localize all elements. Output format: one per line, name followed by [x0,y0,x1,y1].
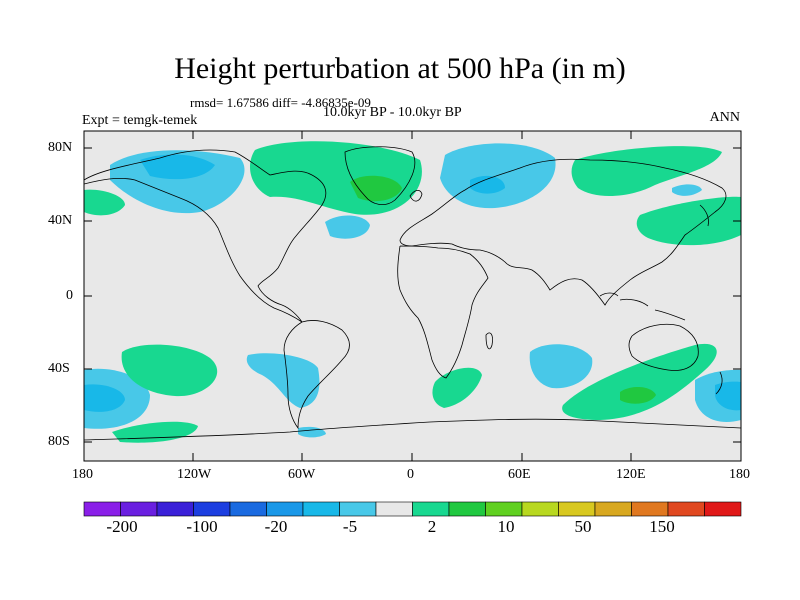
colorbar-label: -200 [106,517,138,536]
lon-label: 180 [72,467,93,482]
colorbar-label: -20 [264,517,288,536]
coast-europe-asia [399,158,727,306]
lat-label: 80S [48,434,70,449]
lon-label: 0 [407,467,414,482]
colorbar-label: 10 [497,517,515,536]
neg-region-south-pacific-west-core [84,384,125,412]
lon-label: 120E [616,467,646,482]
coast-britain [409,190,423,202]
coast-africa [397,245,489,379]
colorbar-swatch [558,501,596,517]
neg-region-southamerica [246,353,320,408]
coast-south-america [283,320,350,430]
colorbar-swatch [229,501,267,517]
colorbar-swatch [631,501,669,517]
lat-tickmarks [84,147,741,443]
coast-north-america [84,149,327,323]
neg-region-natlantic [325,215,370,239]
colorbar-swatch [193,501,231,517]
neg-region-npacific-east [672,184,702,196]
experiment-label: Expt = temgk-temek [82,113,198,128]
period-text: 10.0kyr BP - 10.0kyr BP [323,105,462,120]
pos-region-south-pacific-low [112,421,198,443]
pos-region-pacific-northwest [84,189,125,216]
coastlines [84,146,741,441]
pos-region-south-indian-core [620,386,656,404]
lat-label: 80N [48,140,73,155]
pos-region-south-pacific [121,344,218,397]
lon-label: 60E [508,467,531,482]
colorbar-swatch [594,501,632,517]
colorbar-swatch [339,501,377,517]
neg-region-npacific-core [140,154,215,180]
neg-region-south-pacific-east-core [715,381,741,411]
pos-region-nepacific [571,146,722,196]
colorbar-label: 2 [427,517,437,536]
colorbar-swatch [412,501,450,517]
colorbar-label: 50 [574,517,592,536]
colorbar-label: -100 [186,517,218,536]
lon-tickmarks [192,131,632,461]
colorbar-swatch [302,501,340,517]
colorbar-label: -5 [342,517,358,536]
colorbar-label: 150 [649,517,675,536]
colorbar-swatch [485,501,523,517]
neg-region-south-atlantic [529,344,593,389]
pos-region-greenland-core [350,175,402,202]
anomaly-contours [84,141,741,443]
colorbar-swatch [448,501,486,517]
colorbar-swatch [375,501,413,517]
map-title: Height perturbation at 500 hPa (in m) [174,52,626,85]
stats-text: rmsd= 1.67586 diff= -4.86835e-09 [190,95,371,110]
coast-japan [699,204,709,227]
lat-label: 40N [48,213,73,228]
pos-region-japan [636,196,741,246]
colorbar-swatch [156,501,194,517]
lon-label: 180 [729,467,750,482]
pos-region-south-indian [562,343,717,420]
coast-australia [628,323,699,371]
season-label: ANN [709,110,740,125]
lat-label: 40S [48,361,70,376]
lat-label: 0 [66,288,73,303]
lon-label: 60W [288,467,316,482]
colorbar-swatch [667,501,705,517]
colorbar-swatch [83,501,121,517]
colorbar-swatch [266,501,304,517]
coast-greenland [344,146,416,206]
coast-antarctica [84,418,741,441]
coast-madagascar [485,332,493,350]
colorbar-swatch [521,501,559,517]
colorbar-swatch [704,501,742,517]
neg-region-europe-core [470,175,505,194]
colorbar [83,501,742,517]
lon-label: 120W [177,467,212,482]
colorbar-swatch [120,501,158,517]
coast-new-zealand [715,371,723,395]
coast-maritime-se-asia [599,292,686,321]
